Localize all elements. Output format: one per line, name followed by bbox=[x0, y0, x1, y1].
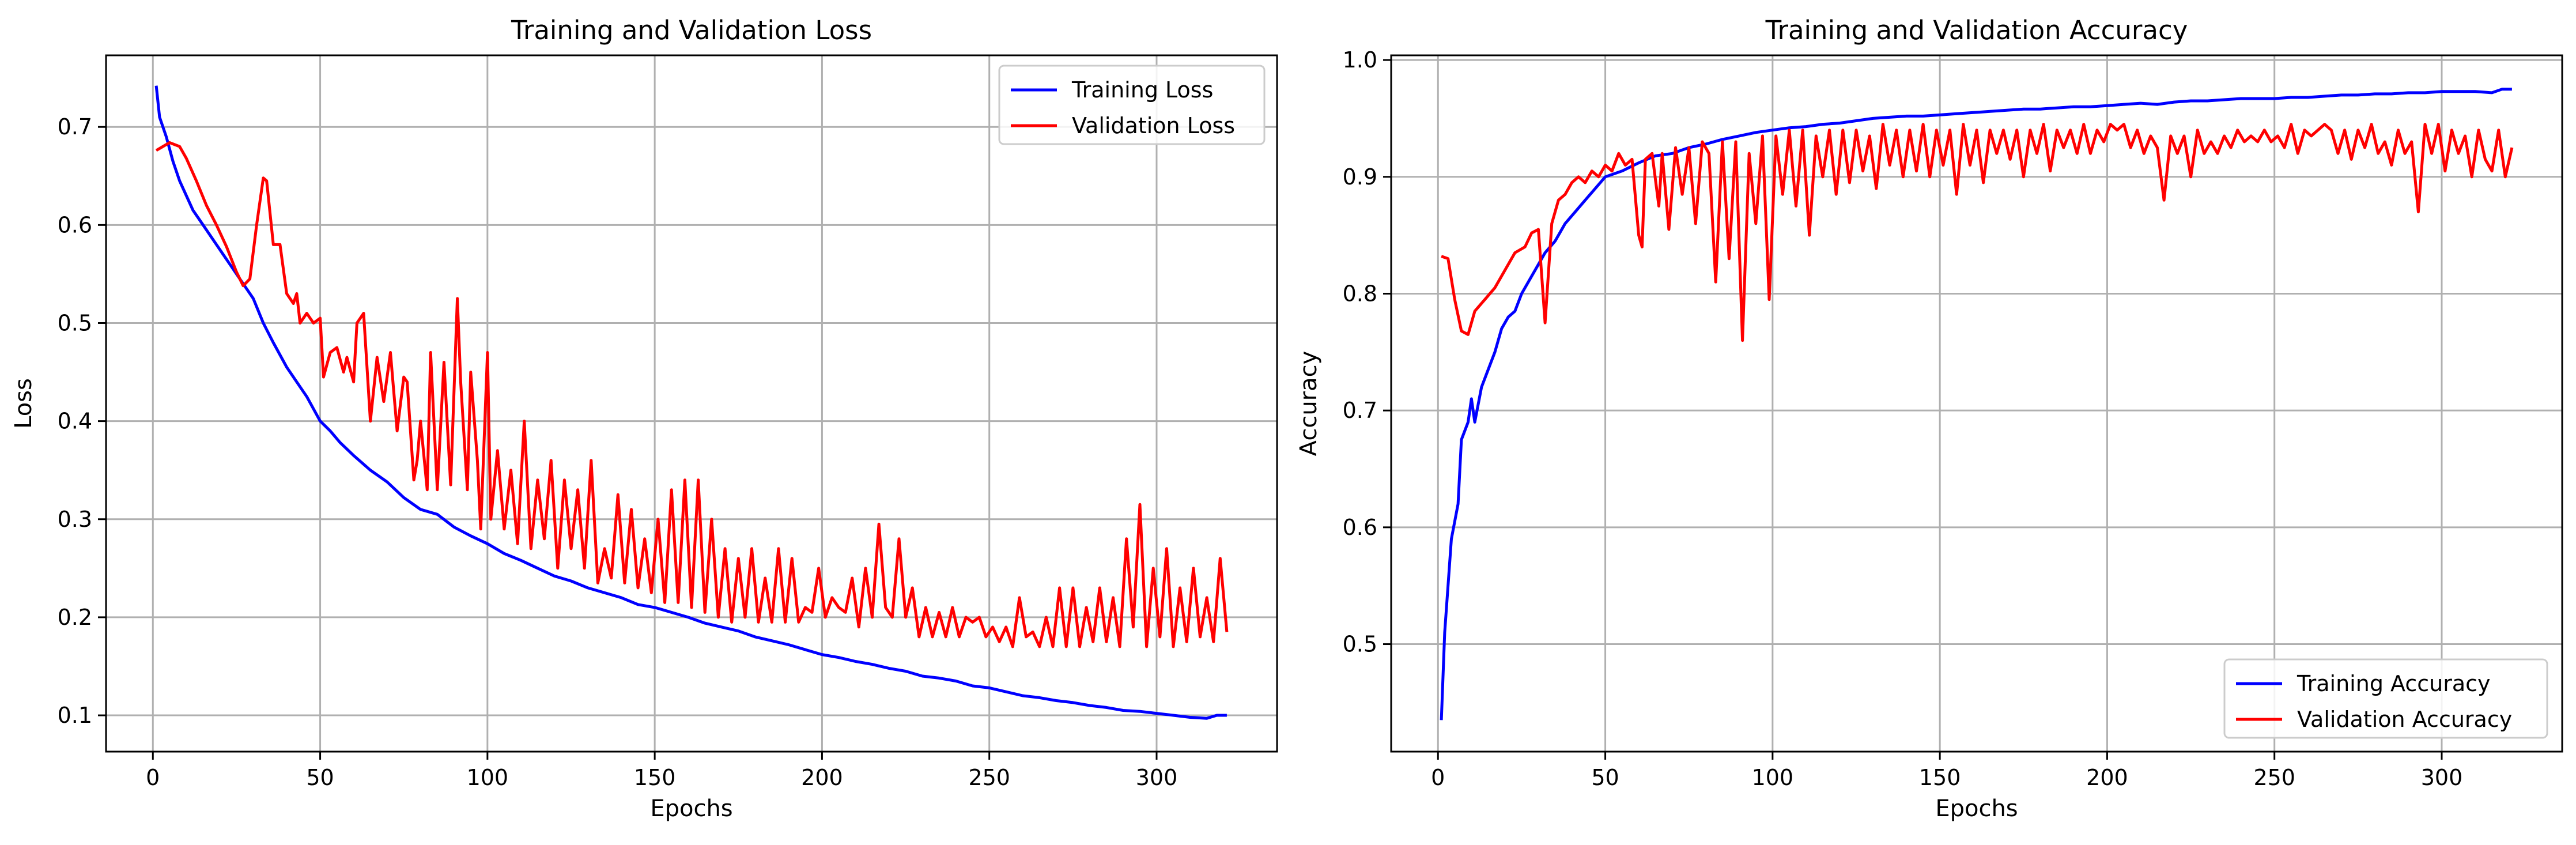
y-tick-label-1: 0.6 bbox=[1343, 515, 1377, 540]
y-tick-label-5: 1.0 bbox=[1343, 47, 1377, 73]
y-tick-label-0: 0.5 bbox=[1343, 632, 1377, 657]
y-tick-label-3: 0.4 bbox=[58, 409, 92, 434]
x-tick-label-0: 0 bbox=[146, 765, 160, 790]
x-tick-label-1: 50 bbox=[1591, 765, 1619, 790]
chart-panel-1: 0 50 100 150 200 250 300 0.1 0.2 0.3 0.4 0.5 0.6 0.7 T… bbox=[10, 15, 1278, 822]
x-tick-label-5: 250 bbox=[968, 765, 1010, 790]
series-line-1 bbox=[154, 85, 1227, 720]
y-tick-label-3: 0.8 bbox=[1343, 281, 1377, 306]
y-tick-label-6: 0.7 bbox=[58, 114, 92, 139]
legend: Training Accuracy Validation Accuracy bbox=[2223, 658, 2548, 739]
legend-label-1: Training Loss bbox=[1071, 77, 1213, 103]
series-line-1 bbox=[1440, 88, 2512, 720]
x-tick-label-3: 150 bbox=[1919, 765, 1961, 790]
y-tick-label-4: 0.5 bbox=[58, 310, 92, 335]
chart-panel-2: 0 50 100 150 200 250 300 0.5 0.6 0.7 0.8 0.9 1.0 Trai… bbox=[1295, 15, 2563, 822]
y-tick-label-5: 0.6 bbox=[58, 212, 92, 237]
y-tick-label-2: 0.3 bbox=[58, 507, 92, 532]
legend-label-2: Validation Accuracy bbox=[2297, 707, 2512, 732]
x-tick-label-5: 250 bbox=[2253, 765, 2295, 790]
legend-label-1: Training Accuracy bbox=[2297, 671, 2491, 696]
y-tick-label-4: 0.9 bbox=[1343, 164, 1377, 190]
legend: Training Loss Validation Loss bbox=[998, 65, 1266, 145]
x-axis-label: Epochs bbox=[1935, 795, 2018, 822]
x-tick-label-1: 50 bbox=[306, 765, 334, 790]
legend-label-2: Validation Loss bbox=[1072, 113, 1235, 138]
x-axis-label: Epochs bbox=[650, 795, 732, 822]
x-tick-label-2: 100 bbox=[1752, 765, 1794, 790]
x-tick-label-6: 300 bbox=[1136, 765, 1178, 790]
chart-title: Training and Validation Loss bbox=[511, 15, 872, 46]
series-line-2 bbox=[155, 141, 1229, 648]
axes-frame bbox=[1390, 54, 2563, 753]
legend-box bbox=[998, 65, 1266, 145]
x-tick-label-0: 0 bbox=[1431, 765, 1445, 790]
chart-title: Training and Validation Accuracy bbox=[1765, 15, 2188, 46]
x-tick-label-3: 150 bbox=[634, 765, 676, 790]
legend-box bbox=[2223, 658, 2548, 739]
y-tick-label-2: 0.7 bbox=[1343, 398, 1377, 423]
y-tick-label-1: 0.2 bbox=[58, 605, 92, 630]
y-tick-label-0: 0.1 bbox=[58, 703, 92, 728]
series-line-2 bbox=[1441, 123, 2514, 342]
x-tick-label-2: 100 bbox=[467, 765, 509, 790]
axes-frame bbox=[105, 54, 1278, 753]
x-tick-label-4: 200 bbox=[801, 765, 843, 790]
y-axis-label: Accuracy bbox=[1295, 351, 1322, 457]
y-axis-label: Loss bbox=[10, 378, 37, 429]
x-tick-label-6: 300 bbox=[2421, 765, 2463, 790]
x-tick-label-4: 200 bbox=[2086, 765, 2128, 790]
